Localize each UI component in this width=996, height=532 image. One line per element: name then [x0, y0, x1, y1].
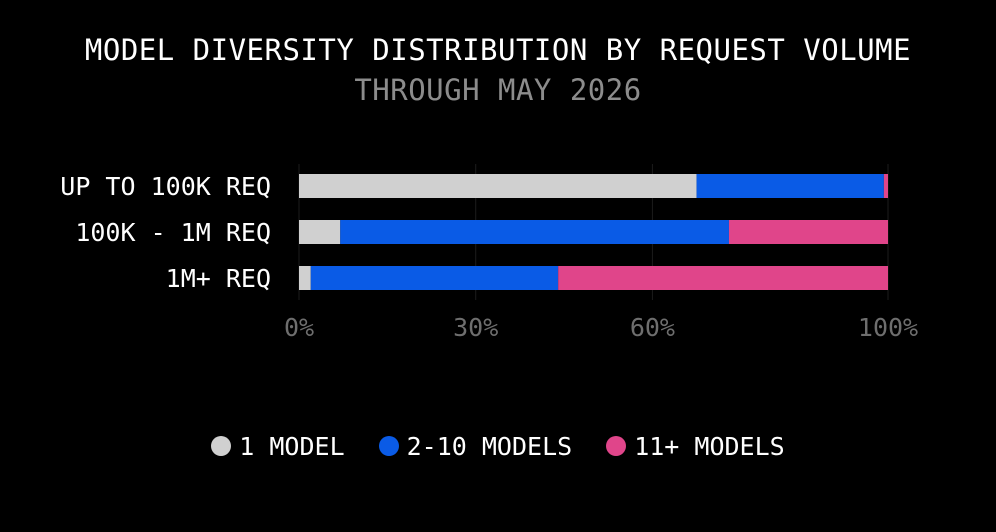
legend-swatch-11-plus-models — [606, 436, 627, 456]
bar-segment-0-2 — [883, 174, 888, 198]
legend-swatch-1-model — [211, 436, 232, 456]
x-tick-label-3: 100% — [858, 313, 918, 342]
legend-item-11-plus-models: 11+ MODELS — [606, 432, 785, 461]
bar-segment-0-1 — [696, 174, 884, 198]
stacked-bar-chart: UP TO 100K REQ 100K - 1M REQ 1M+ REQ 0% 30% 6… — [60, 164, 918, 342]
bar-segment-2-2 — [558, 266, 888, 290]
bar-segment-2-0 — [299, 266, 311, 290]
chart-title: MODEL DIVERSITY DISTRIBUTION BY REQUEST … — [84, 33, 912, 67]
bar-segment-1-0 — [299, 220, 341, 244]
x-tick-label-0: 0% — [284, 313, 314, 342]
legend-label-2-10-models: 2-10 MODELS — [406, 431, 573, 461]
category-label-1: 100K - 1M REQ — [75, 218, 271, 247]
legend-label-1-model: 1 MODEL — [239, 431, 345, 461]
chart-legend: 1 MODEL 2-10 MODELS 11+ MODELS — [0, 428, 996, 464]
chart-subtitle: THROUGH MAY 2026 — [354, 73, 642, 107]
legend-swatch-2-10-models — [378, 436, 399, 456]
category-label-2: 1M+ REQ — [166, 264, 271, 293]
legend-item-2-10-models: 2-10 MODELS — [378, 431, 573, 461]
category-label-0: UP TO 100K REQ — [60, 172, 271, 201]
bar-segment-1-2 — [728, 220, 888, 244]
legend-label-11-plus-models: 11+ MODELS — [634, 431, 785, 461]
x-tick-label-1: 30% — [453, 313, 498, 342]
legend-item-1-model: 1 MODEL — [211, 431, 345, 461]
x-tick-label-2: 60% — [630, 313, 675, 342]
bar-segment-1-1 — [340, 220, 729, 244]
bar-segment-2-1 — [310, 266, 559, 290]
bar-segment-0-0 — [299, 174, 697, 198]
